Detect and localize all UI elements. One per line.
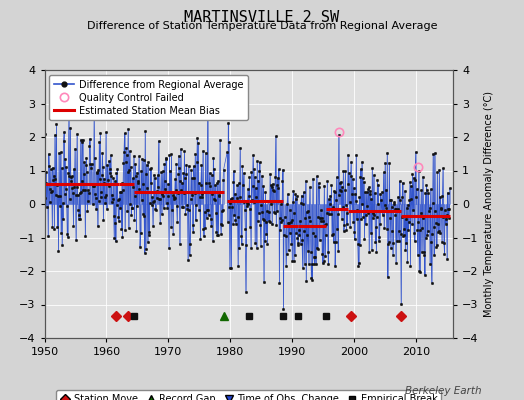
Legend: Station Move, Record Gap, Time of Obs. Change, Empirical Break: Station Move, Record Gap, Time of Obs. C… (57, 390, 441, 400)
Text: Difference of Station Temperature Data from Regional Average: Difference of Station Temperature Data f… (87, 21, 437, 31)
Text: Berkeley Earth: Berkeley Earth (406, 386, 482, 396)
Text: MARTINSVILLE 2 SW: MARTINSVILLE 2 SW (184, 10, 340, 25)
Y-axis label: Monthly Temperature Anomaly Difference (°C): Monthly Temperature Anomaly Difference (… (484, 91, 494, 317)
